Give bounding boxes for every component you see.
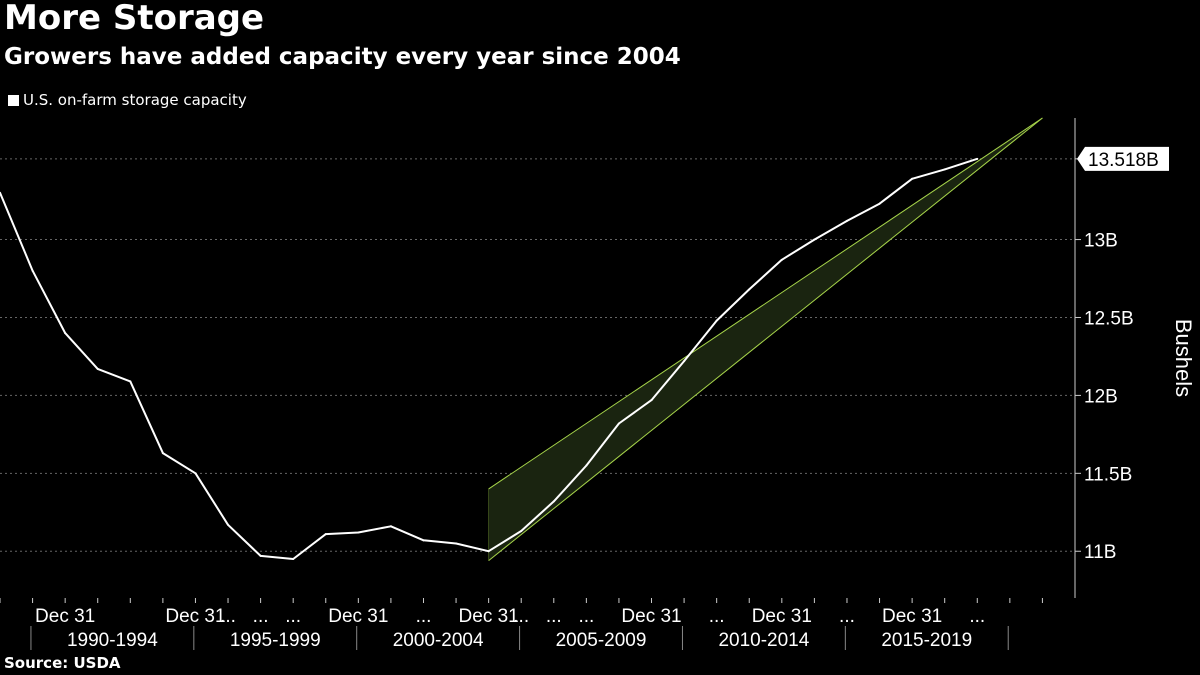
chart-title: More Storage [4, 0, 265, 38]
y-tick-label: 11.5B [1084, 464, 1132, 485]
data-point [748, 288, 751, 291]
last-value-badge [1077, 146, 1169, 171]
x-tick-label: ... [578, 606, 594, 627]
last-value-label: 13.518B [1088, 150, 1159, 171]
data-point [422, 539, 425, 542]
period-label: 2005-2009 [556, 630, 647, 651]
x-tick-label: Dec 31 [35, 606, 95, 627]
data-point [780, 258, 783, 261]
data-point [31, 269, 34, 272]
x-tick-label: Dec 31 [459, 606, 519, 627]
data-point [227, 523, 230, 526]
data-point [324, 533, 327, 536]
period-label: 1995-1999 [230, 630, 321, 651]
x-tick-label: ... [513, 606, 529, 627]
x-tick-label: ... [546, 606, 562, 627]
x-tick-label: ... [969, 606, 985, 627]
data-point [161, 452, 164, 455]
data-point [487, 550, 490, 553]
data-point [617, 422, 620, 425]
data-point [911, 177, 914, 180]
x-tick-label: ... [416, 606, 432, 627]
data-point [0, 191, 1, 194]
y-tick-label: 12.5B [1084, 308, 1134, 329]
x-tick-label: ... [709, 606, 725, 627]
data-point [585, 464, 588, 467]
period-label: 2000-2004 [393, 630, 484, 651]
period-label: 2010-2014 [718, 630, 809, 651]
data-point [96, 367, 99, 370]
data-point [976, 157, 979, 160]
legend-swatch [8, 94, 19, 106]
x-tick-label: Dec 31 [165, 606, 225, 627]
x-tick-label: ... [285, 606, 301, 627]
y-axis-title: Bushels [1171, 319, 1196, 397]
chart-subtitle: Growers have added capacity every year s… [4, 44, 681, 70]
data-point [259, 554, 262, 557]
data-point [64, 332, 67, 335]
x-tick-label: ... [839, 606, 855, 627]
data-point [357, 531, 360, 534]
x-tick-label: ... [220, 606, 236, 627]
source-note: Source: USDA [4, 654, 121, 672]
data-point [194, 472, 197, 475]
x-tick-label: Dec 31 [328, 606, 388, 627]
y-tick-label: 11B [1084, 542, 1116, 563]
data-point [715, 319, 718, 322]
data-point [552, 500, 555, 503]
x-tick-label: Dec 31 [752, 606, 812, 627]
trend-channel-upper [488, 117, 1043, 490]
data-point [455, 542, 458, 545]
x-tick-label: ... [253, 606, 269, 627]
period-label: 2015-2019 [881, 630, 972, 651]
data-point [813, 238, 816, 241]
trend-channel-lower [488, 117, 1043, 561]
y-tick-label: 12B [1084, 386, 1118, 407]
legend: U.S. on-farm storage capacity [8, 91, 247, 109]
x-tick-label: Dec 31 [882, 606, 942, 627]
data-point [878, 202, 881, 205]
data-point [292, 558, 295, 561]
data-point [129, 380, 132, 383]
legend-label: U.S. on-farm storage capacity [23, 91, 247, 109]
data-point [389, 525, 392, 528]
data-point [943, 168, 946, 171]
data-point [520, 529, 523, 532]
data-point [683, 360, 686, 363]
y-tick-label: 13B [1084, 231, 1118, 252]
period-label: 1990-1994 [67, 630, 158, 651]
data-point [650, 399, 653, 402]
x-tick-label: Dec 31 [621, 606, 681, 627]
data-point [845, 219, 848, 222]
